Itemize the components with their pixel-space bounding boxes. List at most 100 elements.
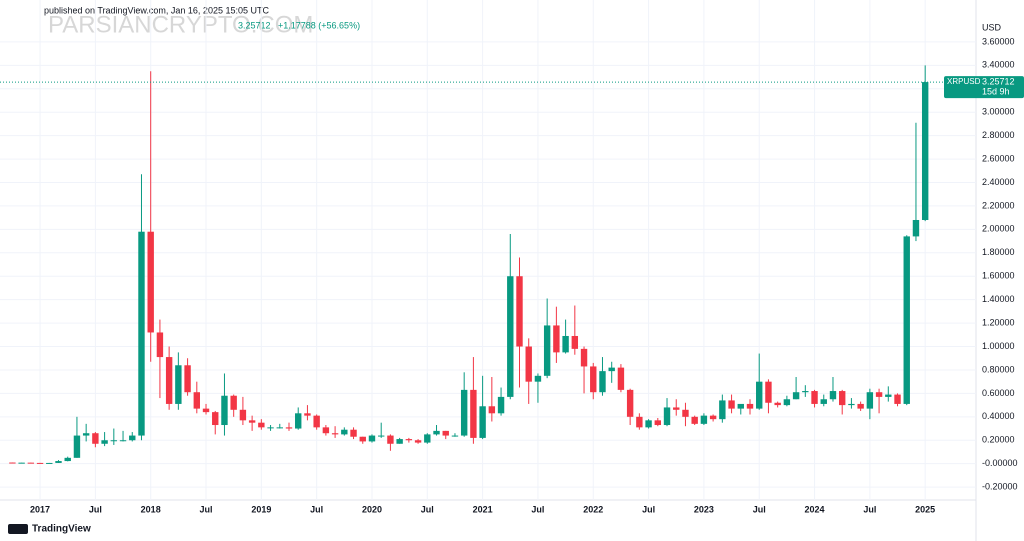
x-tick-label: Jul: [421, 504, 434, 514]
candle-body: [571, 335, 579, 349]
candle-body: [885, 394, 892, 397]
candle-body: [202, 408, 210, 413]
x-tick-label: Jul: [310, 504, 323, 514]
candle-body: [101, 440, 108, 444]
candle-body: [663, 407, 671, 426]
candle-body: [9, 462, 16, 464]
candle-body: [460, 389, 468, 436]
candle-body: [405, 439, 413, 441]
candle-body: [212, 412, 219, 426]
candle-body: [27, 462, 35, 464]
x-tick-label: 2024: [805, 504, 825, 514]
candle-body: [92, 433, 99, 444]
y-tick-label: 1.00000: [982, 341, 1015, 351]
candle-body: [682, 409, 689, 417]
candle-body: [147, 231, 154, 333]
watermark: PARSIANCRYPTO.COM: [48, 11, 313, 38]
candle-body: [599, 371, 606, 393]
candle-body: [304, 413, 311, 416]
candle-body: [193, 392, 200, 409]
candle-body: [359, 436, 366, 442]
x-tick-label: 2022: [583, 504, 603, 514]
candle-body: [746, 403, 754, 409]
candle-body: [138, 231, 145, 436]
x-tick-label: 2023: [694, 504, 714, 514]
price-change: +1.17788 (+56.65%): [278, 20, 360, 30]
y-tick-label: 3.00000: [982, 107, 1015, 117]
y-tick-label: 2.20000: [982, 200, 1015, 210]
brand: TradingView: [32, 524, 91, 535]
candle-body: [783, 399, 791, 406]
candle-body: [387, 435, 394, 444]
x-tick-label: 2021: [473, 504, 493, 514]
candle-body: [295, 413, 302, 429]
candle-body: [903, 236, 910, 404]
candle-body: [331, 433, 339, 435]
countdown-label: 15d 9h: [982, 86, 1010, 96]
y-tick-label: 1.20000: [982, 317, 1015, 327]
x-tick-label: Jul: [863, 504, 876, 514]
candle-body: [654, 420, 661, 426]
currency-label: USD: [982, 22, 1002, 32]
price-label-box: [944, 76, 1024, 99]
candle-body: [479, 406, 486, 438]
y-tick-label: 2.40000: [982, 177, 1015, 187]
candle-body: [82, 433, 90, 436]
y-tick-label: 2.00000: [982, 224, 1015, 234]
y-tick-label: 0.80000: [982, 364, 1015, 374]
candle-body: [543, 325, 551, 376]
candle-body: [267, 427, 274, 429]
candle-body: [866, 392, 874, 409]
candle-body: [626, 389, 634, 417]
y-tick-label: -0.00000: [982, 458, 1018, 468]
x-tick-label: 2018: [141, 504, 161, 514]
candle-body: [55, 461, 62, 463]
candle-body: [645, 420, 652, 428]
candle-body: [350, 429, 357, 437]
candle-body: [617, 367, 625, 390]
candle-body: [894, 394, 901, 404]
candle-body: [73, 435, 81, 458]
y-tick-label: -0.20000: [982, 481, 1018, 491]
header: published on TradingView.com, Jan 16, 20…: [44, 5, 269, 15]
candle-body: [488, 406, 496, 414]
candle-body: [673, 407, 680, 410]
candle-body: [313, 415, 320, 428]
candle-body: [18, 462, 25, 464]
candle-body: [221, 395, 228, 426]
candle-body: [792, 392, 800, 400]
candle-body: [829, 391, 837, 400]
candle-body: [811, 391, 818, 404]
x-tick-label: 2019: [251, 504, 271, 514]
x-tick-label: Jul: [89, 504, 102, 514]
y-tick-label: 1.40000: [982, 294, 1015, 304]
y-tick-label: 1.60000: [982, 271, 1015, 281]
candle-body: [562, 335, 569, 353]
candle-body: [239, 409, 247, 421]
y-tick-label: 3.40000: [982, 60, 1015, 70]
y-tick-label: 3.60000: [982, 36, 1015, 46]
candle-body: [756, 381, 763, 409]
candle-body: [516, 276, 523, 347]
candle-body: [378, 435, 385, 437]
candle-body: [700, 415, 708, 424]
candle-body: [156, 332, 164, 358]
x-tick-label: Jul: [200, 504, 213, 514]
x-tick-label: 2017: [30, 504, 50, 514]
candle-body: [442, 430, 449, 436]
candle-body: [184, 365, 191, 393]
candle-body: [129, 435, 136, 441]
candle-body: [175, 365, 182, 404]
x-tick-label: Jul: [753, 504, 766, 514]
candle-body: [765, 381, 772, 403]
candle-body: [165, 357, 173, 404]
y-tick-label: 2.60000: [982, 153, 1015, 163]
candle-body: [46, 462, 53, 464]
y-tick-label: 2.80000: [982, 130, 1015, 140]
candle-body: [719, 400, 726, 420]
candle-body: [341, 429, 348, 435]
candle-body: [368, 435, 376, 442]
last-price: 3.25712: [238, 20, 271, 30]
candle-body: [525, 346, 532, 382]
y-tick-label: 1.80000: [982, 247, 1015, 257]
